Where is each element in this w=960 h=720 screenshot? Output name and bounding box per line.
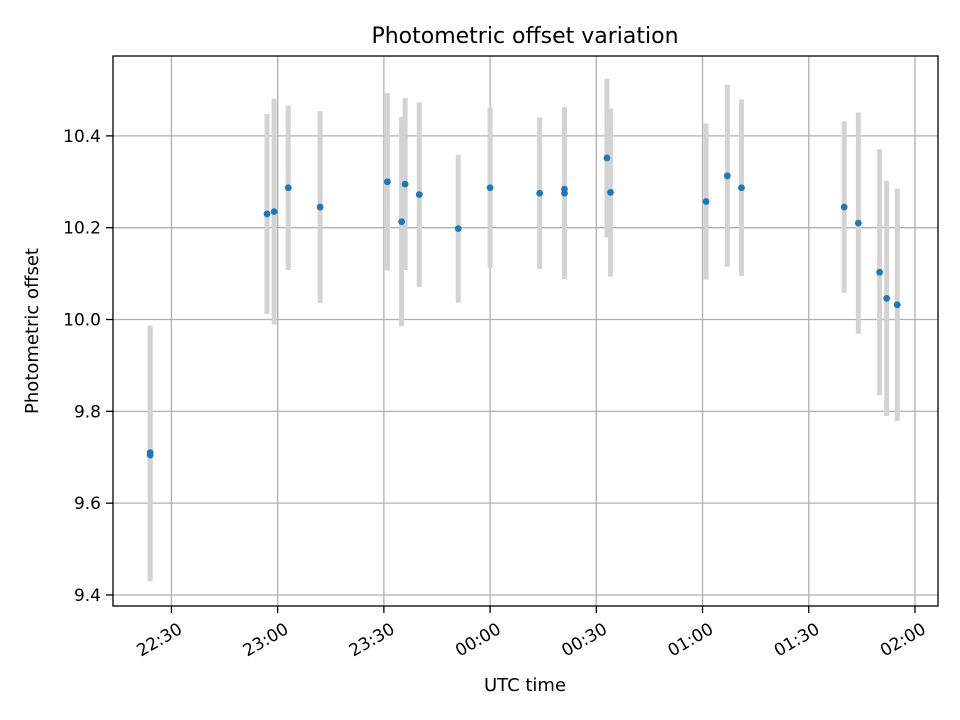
data-point: [398, 218, 405, 226]
data-point: [607, 188, 614, 196]
data-point: [738, 184, 745, 192]
data-point: [702, 198, 710, 205]
data-point: [401, 180, 409, 188]
data-point: [603, 154, 611, 162]
data-point: [876, 268, 883, 276]
y-axis-label: Photometric offset: [22, 248, 43, 414]
data-point: [561, 189, 568, 197]
data-point: [486, 184, 494, 192]
data-point: [536, 189, 544, 197]
y-tick-label: 10.2: [63, 219, 101, 239]
grid-lines: [113, 56, 938, 606]
data-point: [415, 191, 423, 199]
plot-area-frame: [112, 55, 939, 607]
y-tick-label: 9.4: [74, 586, 101, 606]
y-axis-ticks: 9.4 9.6 9.8 10.0 10.2 10.4: [63, 127, 113, 606]
x-axis-label: UTC time: [484, 675, 566, 696]
data-point: [723, 172, 731, 180]
data-point: [454, 225, 462, 233]
data-point: [284, 184, 292, 192]
y-tick-label: 9.8: [74, 402, 101, 422]
y-tick-label: 10.4: [63, 127, 101, 147]
data-point: [270, 208, 278, 216]
y-tick-label: 10.0: [63, 311, 101, 331]
y-tick-label: 9.6: [74, 494, 101, 514]
data-point: [146, 449, 154, 457]
chart-title: Photometric offset variation: [371, 24, 678, 49]
data-point: [263, 210, 271, 218]
data-point: [883, 295, 891, 302]
data-points: [146, 154, 901, 459]
data-point: [854, 219, 862, 227]
data-point: [316, 203, 324, 211]
data-point: [384, 178, 391, 186]
data-point: [893, 301, 901, 309]
data-point: [840, 203, 848, 211]
